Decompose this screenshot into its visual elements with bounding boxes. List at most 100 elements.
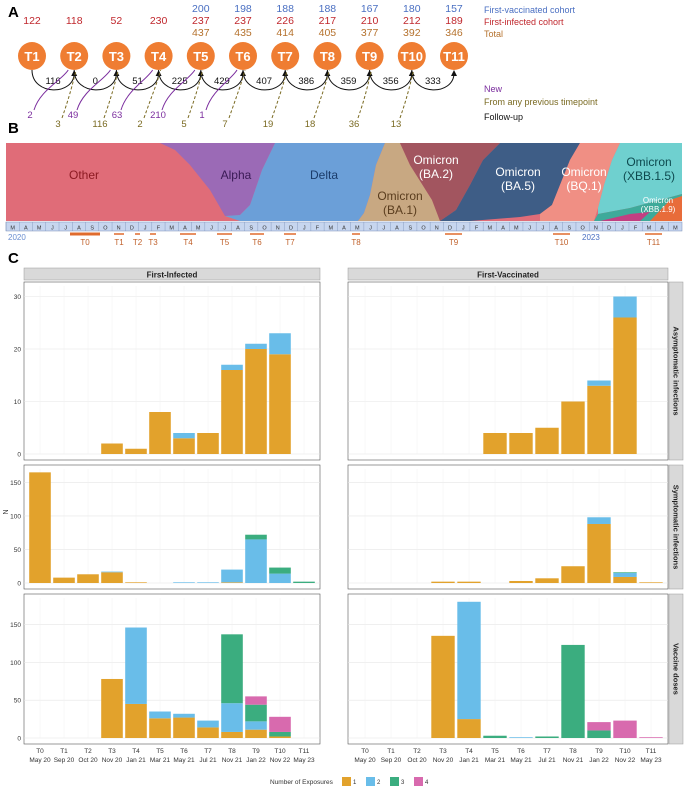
timepoint-label: T3 — [109, 49, 124, 64]
variant-label-delta: Delta — [310, 168, 338, 182]
variant-label-xbb19-sub: (XBB.1.9) — [641, 205, 676, 214]
marker-label-T2: T2 — [133, 238, 143, 247]
total-count: 414 — [276, 27, 294, 39]
variant-label-ba2: Omicron — [413, 153, 458, 167]
variant-alpha-area — [160, 143, 275, 216]
timepoint-circle-T10 — [397, 42, 426, 70]
previous-arrow — [313, 69, 330, 119]
timepoint-circle-T2 — [60, 42, 89, 70]
followup-arc — [411, 69, 455, 91]
followup-arc — [284, 69, 328, 91]
facet-panel — [347, 464, 669, 590]
bar-symptomatic-first-vaccinated-T11-exp1 — [639, 582, 663, 583]
total-count: 435 — [234, 27, 252, 39]
variant-label-ba1: Omicron — [377, 189, 422, 203]
facet-col-header — [23, 267, 321, 281]
y-tick-label: 20 — [14, 347, 22, 354]
new-arrow — [76, 69, 111, 111]
month-label: J — [303, 226, 306, 232]
month-label: J — [144, 226, 147, 232]
marker-label-T0: T0 — [80, 238, 90, 247]
bar-vaccine-first-infected-T8-exp1 — [221, 731, 243, 738]
variant-label-ba5-sub: (BA.5) — [501, 179, 535, 193]
bar-symptomatic-first-infected-T4-exp1 — [125, 582, 147, 583]
month-label: F — [634, 226, 638, 232]
vaccinated-count: 188 — [276, 3, 294, 15]
bar-symptomatic-first-vaccinated-T9-exp2 — [587, 517, 611, 524]
bar-symptomatic-first-vaccinated-T10-exp2 — [613, 572, 637, 577]
previous-arrow — [103, 69, 119, 119]
legend-swatch — [342, 777, 351, 786]
previous-count: 2 — [137, 119, 142, 130]
x-date-label: Mar 21 — [485, 757, 506, 764]
new-arrow — [120, 69, 154, 111]
bar-symptomatic-first-vaccinated-T7-exp1 — [535, 578, 559, 583]
panel-b-label: B — [8, 120, 19, 137]
infected-count: 226 — [276, 15, 294, 27]
x-tick-label: T3 — [108, 748, 116, 755]
month-label: J — [369, 226, 372, 232]
followup-arc — [326, 69, 371, 91]
previous-arrow — [399, 69, 415, 119]
previous-arrow — [143, 69, 162, 119]
x-date-label: May 21 — [173, 757, 195, 764]
followup-arc — [31, 69, 75, 91]
month-label: J — [621, 226, 624, 232]
bar-symptomatic-first-infected-T3-exp2 — [101, 571, 123, 573]
bar-symptomatic-first-vaccinated-T8-exp1 — [561, 566, 585, 583]
timepoint-markers: T0 T1 T2 T3 T4 T5 T6 T7 T8 T9 T10 T11 — [70, 232, 662, 247]
timepoint-label: T5 — [193, 49, 208, 64]
variant-label-bq1-sub: (BQ.1) — [566, 179, 601, 193]
y-tick-label: 100 — [10, 660, 21, 667]
timepoint-label: T8 — [320, 49, 335, 64]
previous-count: 18 — [305, 119, 316, 130]
x-tick-label: T5 — [156, 748, 164, 755]
month-label: J — [462, 226, 465, 232]
x-tick-label: T9 — [595, 748, 603, 755]
timepoint-circle-T8 — [313, 42, 342, 70]
previous-count: 36 — [349, 119, 360, 130]
month-label: A — [660, 226, 664, 232]
timepoint-label: T2 — [67, 49, 82, 64]
x-date-label: Jul 21 — [199, 757, 217, 764]
bar-vaccine-first-vaccinated-T10-exp4 — [613, 720, 637, 738]
y-tick-label: 50 — [14, 698, 22, 705]
marker-label-T7: T7 — [285, 238, 295, 247]
bar-vaccine-first-infected-T10-exp1 — [269, 736, 291, 738]
infected-count: 237 — [192, 15, 210, 27]
marker-label-T9: T9 — [449, 238, 459, 247]
month-label: A — [183, 226, 187, 232]
bar-vaccine-first-infected-T7-exp2 — [197, 720, 219, 728]
month-label: F — [157, 226, 161, 232]
x-date-label: May 21 — [510, 757, 532, 764]
x-date-label: May 20 — [29, 757, 51, 764]
month-label: A — [395, 226, 399, 232]
followup-arc — [242, 69, 286, 91]
month-label: A — [554, 226, 558, 232]
month-label: M — [328, 226, 333, 232]
total-count: 377 — [361, 27, 379, 39]
bar-vaccine-first-infected-T8-exp3 — [221, 634, 243, 704]
new-count: 63 — [112, 110, 123, 121]
timepoint-circle-T1 — [18, 42, 46, 70]
bar-symptomatic-first-infected-T9-exp3 — [245, 534, 267, 540]
new-arrow — [161, 69, 196, 111]
timepoint-label: T10 — [401, 49, 423, 64]
followup-count: 116 — [46, 76, 61, 87]
marker-label-T1: T1 — [114, 238, 124, 247]
month-label: M — [37, 226, 42, 232]
bar-asymptomatic-first-vaccinated-T6-exp1 — [509, 433, 533, 454]
timepoint-label: T4 — [151, 49, 167, 64]
legend-previous: From any previous timepoint — [484, 97, 598, 107]
legend-swatch — [414, 777, 423, 786]
infected-count: 212 — [403, 15, 421, 27]
x-date-label: Nov 21 — [222, 757, 243, 764]
x-tick-label: T10 — [274, 748, 286, 755]
x-tick-label: T10 — [619, 748, 631, 755]
facet-row-label: Vaccine doses — [672, 643, 681, 695]
bar-vaccine-first-infected-T7-exp1 — [197, 727, 219, 738]
month-label: O — [262, 226, 267, 232]
vaccinated-count: 200 — [192, 3, 210, 15]
y-tick-label: 150 — [10, 622, 21, 629]
